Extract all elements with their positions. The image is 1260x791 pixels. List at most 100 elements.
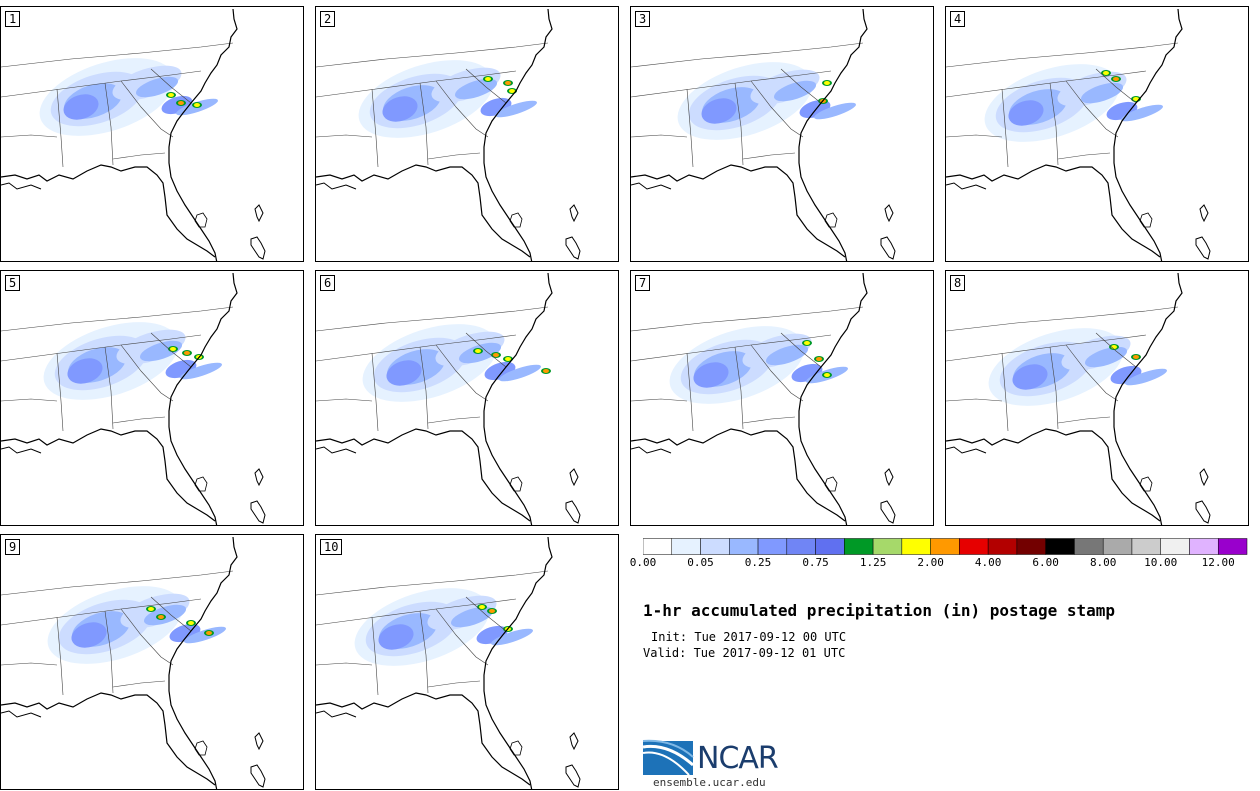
precip-area	[378, 624, 414, 650]
precip-area	[765, 344, 809, 366]
map-boundary	[946, 134, 1003, 138]
map-boundary	[1065, 344, 1119, 402]
precipitation-map	[631, 272, 896, 525]
map-panel-8: 8	[945, 270, 1249, 526]
precip-area	[495, 100, 537, 118]
colorbar-swatch	[844, 538, 874, 555]
map-boundary	[780, 332, 822, 368]
colorbar-tick-label: 1.25	[859, 556, 887, 569]
precip-area	[67, 358, 103, 384]
map-panel-7: 7	[630, 270, 934, 526]
precipitation-colorbar	[643, 538, 1248, 555]
precip-hotspot-core	[543, 369, 549, 373]
valid-time: Valid: Tue 2017-09-12 01 UTC	[643, 646, 846, 660]
precip-area	[143, 604, 187, 626]
map-boundary	[565, 500, 581, 524]
precip-hotspot-core	[168, 93, 174, 97]
precip-area	[180, 362, 222, 380]
map-boundary	[631, 306, 864, 332]
map-boundary	[316, 42, 549, 68]
precip-hotspot-core	[816, 357, 822, 361]
map-boundary	[1057, 152, 1111, 160]
colorbar-swatch	[815, 538, 845, 555]
colorbar-swatch	[1074, 538, 1104, 555]
map-boundary	[483, 536, 553, 789]
precip-hotspot-core	[509, 89, 515, 93]
precip-area	[1084, 346, 1128, 368]
precip-hotspot-core	[1133, 97, 1139, 101]
map-boundary	[884, 468, 894, 487]
map-boundary	[946, 306, 1179, 332]
map-boundary	[946, 42, 1179, 68]
map-boundary	[1, 306, 234, 332]
map-boundary	[112, 416, 166, 424]
map-boundary	[1195, 236, 1211, 260]
map-boundary	[120, 344, 174, 402]
map-boundary	[56, 88, 64, 168]
precip-area	[1125, 368, 1167, 386]
map-boundary	[780, 68, 822, 104]
colorbar-swatch	[757, 538, 788, 555]
map-boundary	[316, 710, 357, 718]
map-boundary	[1, 570, 234, 596]
map-boundary	[1095, 68, 1137, 104]
map-boundary	[1, 42, 234, 68]
map-boundary	[427, 416, 481, 424]
map-boundary	[435, 344, 489, 402]
map-boundary	[686, 352, 694, 432]
map-panel-1: 1	[0, 6, 304, 262]
map-boundary	[150, 332, 192, 368]
precip-area	[1121, 104, 1163, 122]
precipitation-map	[316, 8, 581, 261]
colorbar-swatch	[700, 538, 730, 555]
map-boundary	[465, 596, 507, 632]
map-boundary	[419, 346, 429, 430]
precip-hotspot-core	[194, 103, 200, 107]
colorbar-tick-label: 12.00	[1201, 556, 1235, 569]
precip-hotspot-core	[148, 607, 154, 611]
precip-hotspot-core	[489, 609, 495, 613]
panel-label: 2	[320, 11, 336, 27]
map-boundary	[371, 616, 379, 696]
map-boundary	[1049, 82, 1059, 166]
map-boundary	[316, 570, 549, 596]
map-boundary	[1113, 8, 1183, 261]
map-panel-3: 3	[630, 6, 934, 262]
map-boundary	[1, 182, 42, 190]
map-boundary	[168, 8, 238, 261]
map-boundary	[371, 88, 379, 168]
map-boundary	[316, 662, 373, 666]
precip-area	[71, 622, 107, 648]
map-boundary	[427, 680, 481, 688]
precip-hotspot-core	[178, 101, 184, 105]
map-boundary	[316, 306, 549, 332]
map-boundary	[250, 500, 266, 524]
map-boundary	[631, 134, 688, 138]
map-boundary	[742, 152, 796, 160]
panel-label: 1	[5, 11, 21, 27]
map-boundary	[104, 346, 114, 430]
precip-area	[135, 76, 179, 98]
ncar-logo-icon	[643, 739, 694, 776]
map-boundary	[483, 8, 553, 261]
precipitation-map	[1, 272, 266, 525]
panel-label: 7	[635, 275, 651, 291]
map-panel-4: 4	[945, 6, 1249, 262]
logo-url: ensemble.ucar.edu	[653, 776, 766, 789]
map-boundary	[686, 88, 694, 168]
map-boundary	[1139, 476, 1153, 492]
precip-hotspot-core	[206, 631, 212, 635]
precip-area	[491, 628, 533, 646]
colorbar-swatch	[872, 538, 903, 555]
map-panel-9: 9	[0, 534, 304, 790]
colorbar-swatch	[671, 538, 701, 555]
map-boundary	[465, 332, 507, 368]
map-boundary	[1057, 416, 1111, 424]
precip-area	[139, 340, 183, 362]
map-boundary	[465, 68, 507, 104]
colorbar-swatch	[643, 538, 673, 555]
precip-area	[63, 94, 99, 120]
map-boundary	[56, 352, 64, 432]
colorbar-tick-label: 0.00	[629, 556, 657, 569]
colorbar-swatch	[1160, 538, 1190, 555]
